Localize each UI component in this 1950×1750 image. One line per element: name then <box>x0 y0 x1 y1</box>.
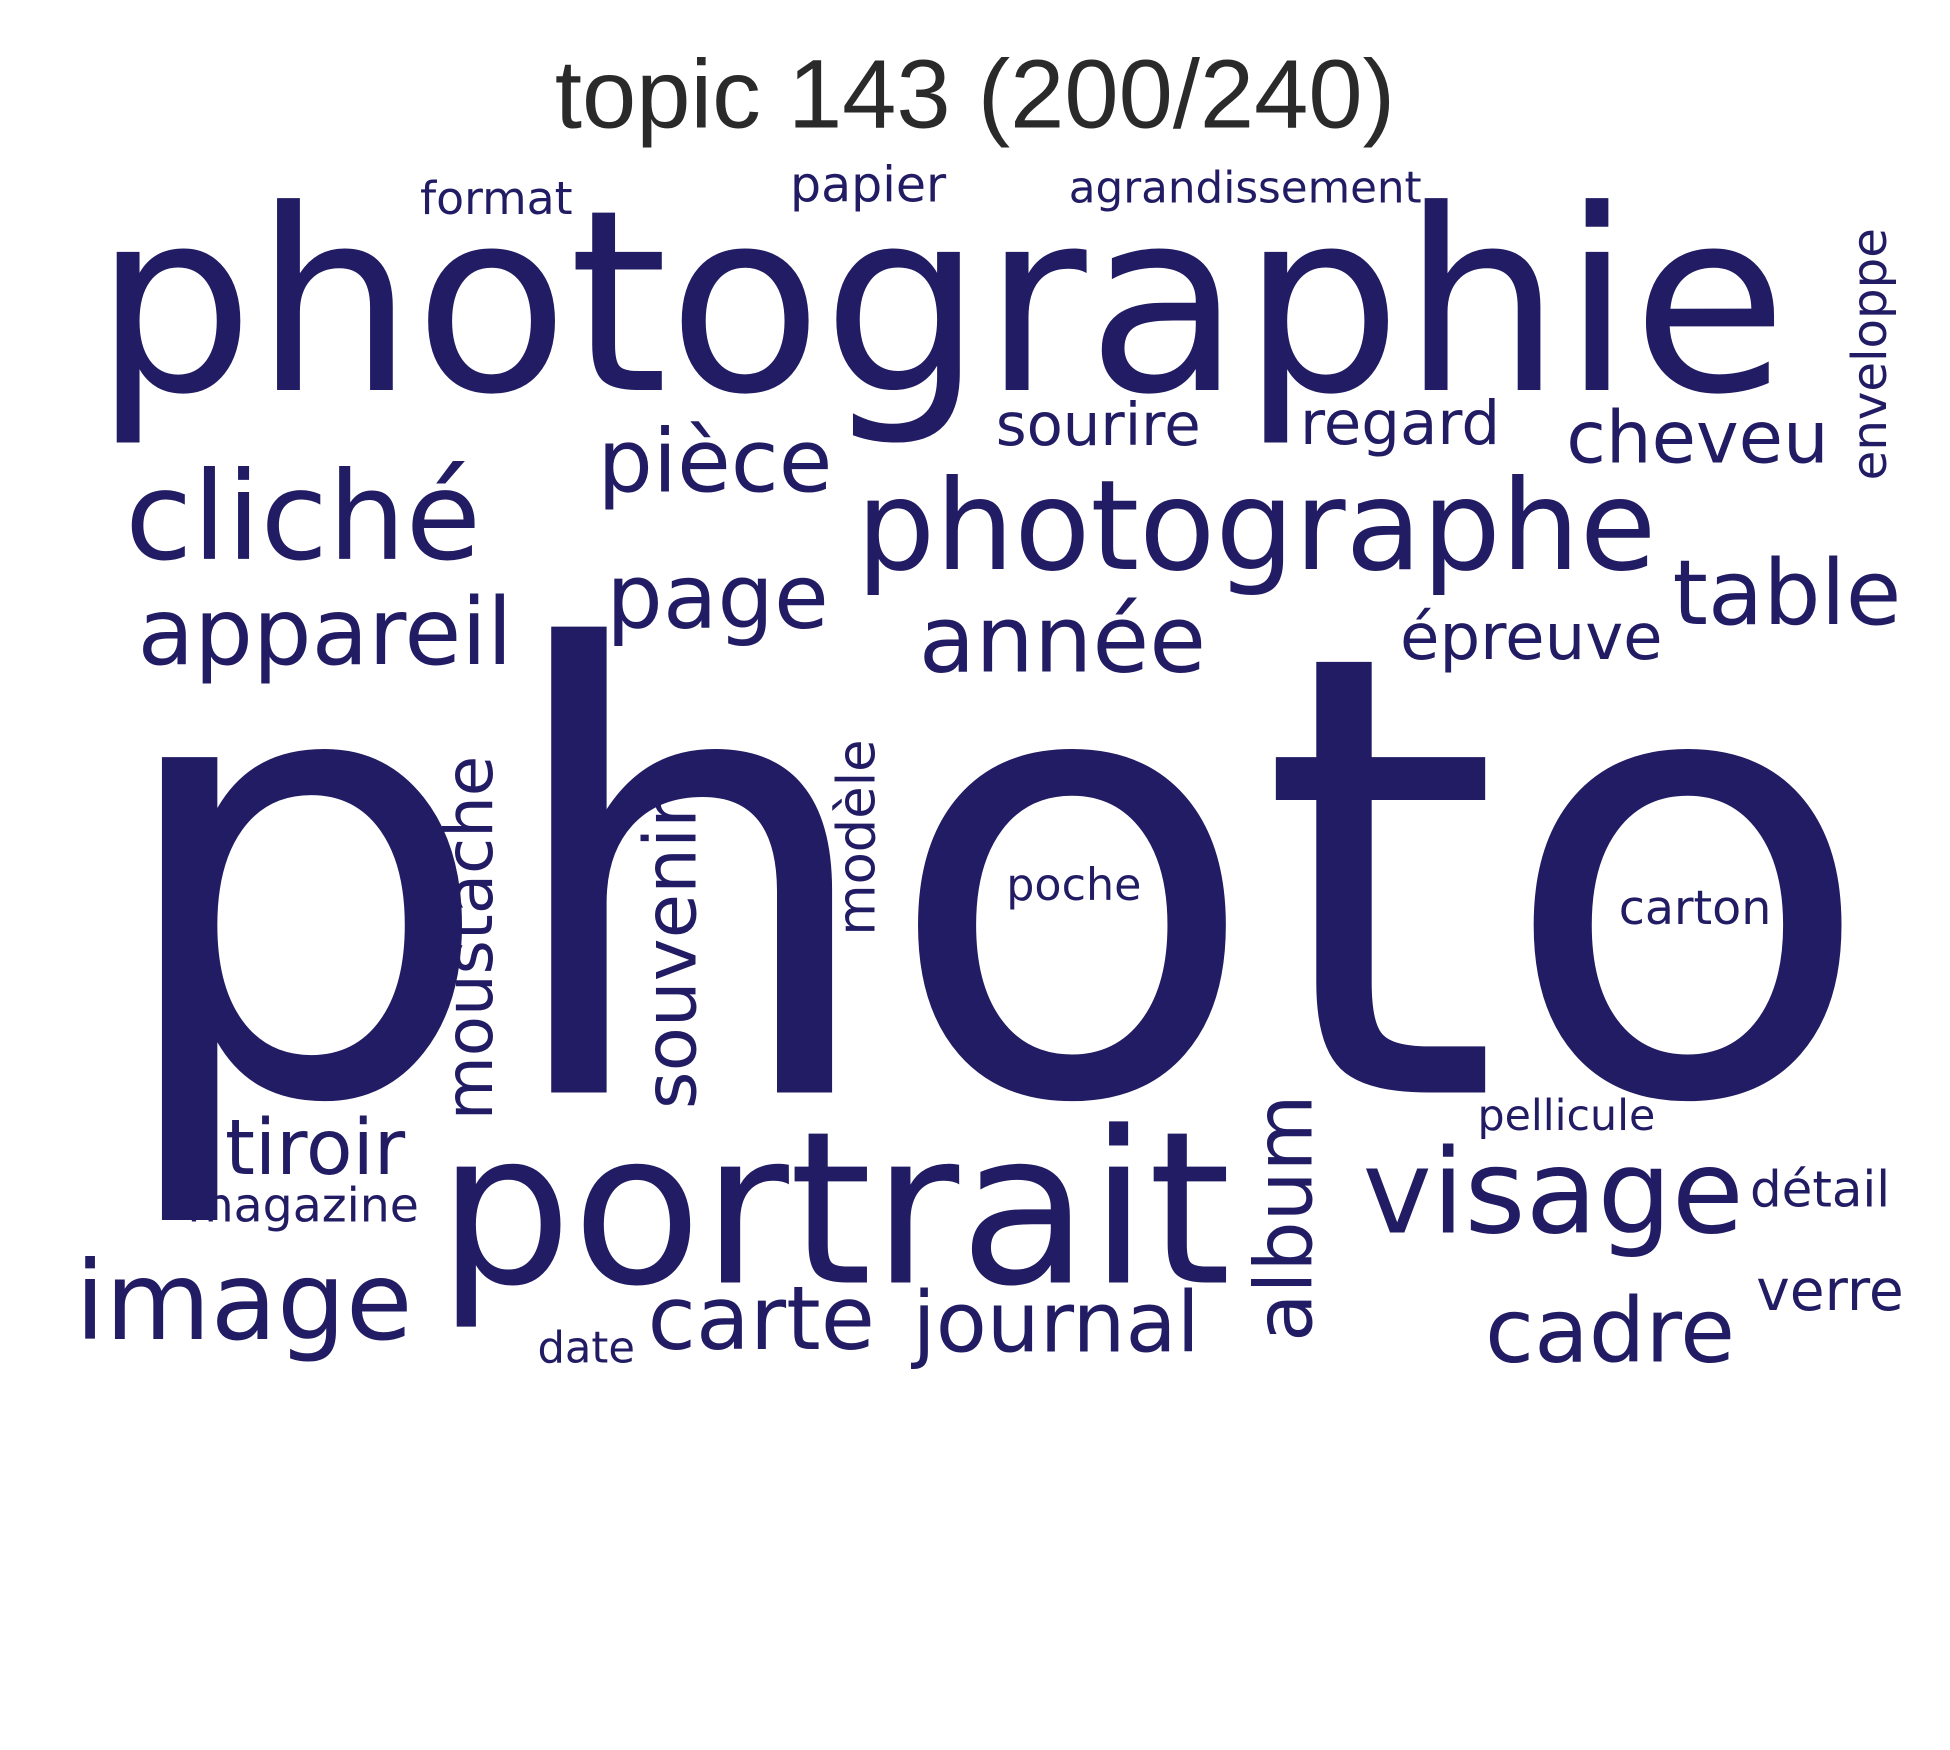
word-format: format <box>420 170 573 225</box>
word-sourire: sourire <box>995 391 1201 460</box>
word-journal: journal <box>912 1273 1200 1371</box>
word-regard: regard <box>1300 387 1501 459</box>
word-poche: poche <box>1006 860 1142 912</box>
word-photographie: photographie <box>93 155 1788 451</box>
word-page: page <box>606 545 829 650</box>
word-souvenir: souvenir <box>628 797 714 1109</box>
word-appareil: appareil <box>137 578 513 687</box>
word-album: album <box>1238 1094 1331 1343</box>
word-magazine: magazine <box>187 1177 419 1233</box>
word-piece: pièce <box>597 411 833 513</box>
word-enveloppe: enveloppe <box>1842 227 1899 480</box>
word-table: table <box>1672 541 1902 647</box>
word-papier: papier <box>790 157 947 215</box>
word-pellicule: pellicule <box>1477 1091 1656 1142</box>
word-annee: année <box>918 585 1207 694</box>
cloud-title: topic 143 (200/240) <box>554 38 1396 149</box>
word-carte: carte <box>647 1267 875 1371</box>
word-tiroir: tiroir <box>224 1104 406 1194</box>
word-epreuve: épreuve <box>1400 600 1663 676</box>
word-verre: verre <box>1756 1257 1904 1324</box>
word-cheveu: cheveu <box>1566 394 1829 480</box>
word-detail: détail <box>1750 1160 1891 1219</box>
word-portrait: portrait <box>437 1085 1232 1333</box>
word-image: image <box>74 1240 413 1366</box>
word-cliche: cliché <box>125 446 482 590</box>
word-visage: visage <box>1362 1125 1744 1262</box>
word-modele: modèle <box>824 739 887 936</box>
word-moustache: moustache <box>432 755 509 1120</box>
word-cadre: cadre <box>1485 1279 1736 1383</box>
word-photo: photo <box>106 523 1876 1238</box>
word-date: date <box>537 1323 635 1374</box>
word-agrandissement: agrandissement <box>1068 163 1422 214</box>
word-carton: carton <box>1618 880 1772 935</box>
word-photographe: photographe <box>856 455 1657 599</box>
